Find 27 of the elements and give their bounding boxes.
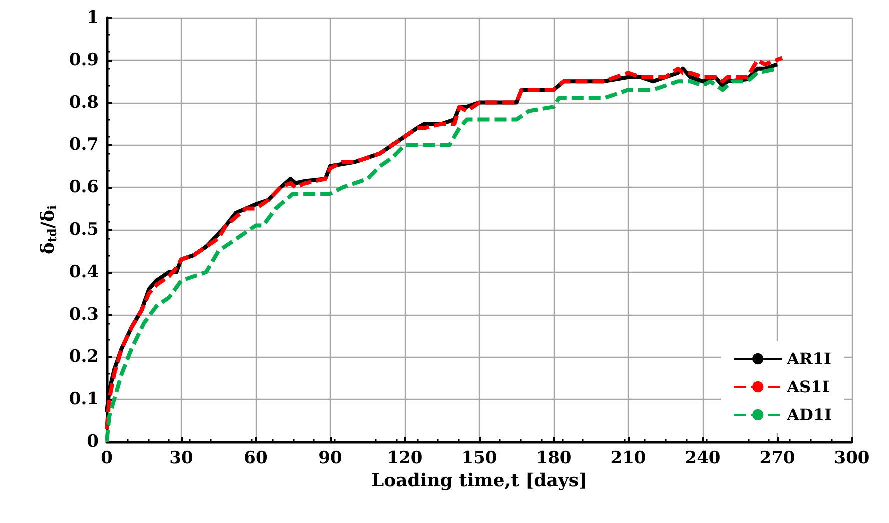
- y-tick-label: 0.5: [69, 220, 99, 240]
- y-tick-label: 0.6: [69, 178, 99, 198]
- legend-label: AS1I: [786, 378, 830, 396]
- x-tick-label: 30: [170, 448, 194, 468]
- legend-label: AD1I: [786, 406, 832, 424]
- x-tick-label: 150: [462, 448, 498, 468]
- y-tick-label: 0.2: [69, 347, 99, 368]
- y-tick-label: 1: [87, 8, 99, 28]
- legend-label: AR1I: [786, 350, 832, 368]
- x-tick-label: 90: [318, 448, 342, 468]
- y-tick-label: 0.9: [69, 50, 99, 70]
- y-tick-label: 0.3: [69, 304, 99, 325]
- x-tick-label: 240: [685, 448, 721, 468]
- y-tick-label: 0.8: [69, 92, 99, 113]
- x-axis-title: Loading time,t [days]: [371, 470, 588, 492]
- y-tick-label: 0.4: [69, 262, 100, 282]
- x-tick-label: 300: [834, 448, 870, 468]
- x-tick-label: 210: [610, 448, 646, 468]
- y-tick-label: 0.1: [69, 390, 99, 410]
- x-tick-label: 180: [536, 448, 572, 468]
- x-tick-label: 270: [760, 448, 796, 468]
- x-tick-label: 0: [101, 448, 114, 468]
- x-tick-label: 120: [387, 448, 423, 468]
- x-tick-label: 60: [244, 448, 268, 468]
- y-axis-title: δtd/δi: [38, 205, 60, 255]
- y-tick-label: 0: [87, 432, 100, 452]
- y-tick-label: 0.7: [69, 135, 99, 156]
